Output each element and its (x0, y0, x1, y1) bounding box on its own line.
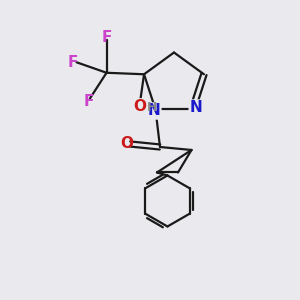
Text: H: H (147, 101, 157, 114)
Text: N: N (190, 100, 202, 116)
Text: N: N (148, 103, 160, 118)
Text: F: F (101, 30, 112, 45)
Text: F: F (68, 55, 78, 70)
Text: O: O (133, 99, 146, 114)
Text: O: O (120, 136, 133, 152)
Text: F: F (83, 94, 94, 110)
